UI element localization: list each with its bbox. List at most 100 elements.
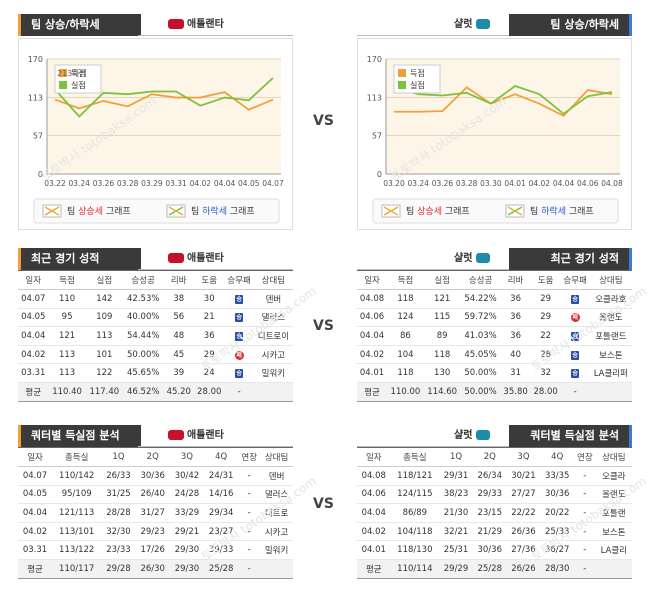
table-cell: 36 — [193, 326, 225, 346]
table-row: 04.04 121/113 28/28 31/27 33/29 29/34- 디트로 — [18, 503, 293, 523]
table-cell: 평균 — [357, 559, 391, 579]
column-header: 1Q — [101, 447, 136, 467]
table-cell: 29/29 — [439, 559, 473, 579]
column-header: 1Q — [439, 447, 473, 467]
average-row: 평균 110/114 29/29 25/28 26/26 28/30- — [357, 559, 632, 579]
table-cell: 117.40 — [85, 382, 123, 402]
table-cell: - — [238, 559, 261, 579]
table-cell: 덴버 — [260, 466, 293, 486]
table-cell: 04.04 — [18, 326, 49, 346]
table-cell: 26/40 — [135, 485, 170, 505]
table-row: 04.04 86/89 21/30 23/15 22/22 20/22- 포틀랜 — [357, 503, 632, 523]
table-cell: 포틀랜 — [595, 503, 632, 523]
column-header: 2Q — [135, 447, 170, 467]
table-cell: LA클리 — [595, 540, 632, 560]
column-header: 3Q — [506, 447, 541, 467]
table-cell: 45.20 — [163, 382, 194, 402]
win-badge-icon: 승 — [235, 313, 244, 323]
table-cell: 31 — [500, 363, 531, 383]
table-cell: 04.02 — [357, 522, 391, 542]
table-cell: 21 — [193, 308, 225, 328]
table-cell: 118 — [423, 345, 461, 365]
section-title: 팀 상승/하락세 — [509, 14, 629, 36]
table-cell: 29/30 — [169, 559, 205, 579]
table-cell: 승 — [224, 289, 254, 309]
table-cell: 95/109 — [52, 485, 102, 505]
column-header: 연장 — [238, 447, 261, 467]
table-cell: 40 — [500, 345, 531, 365]
table-cell: 113 — [48, 363, 86, 383]
table-cell: 109 — [85, 308, 123, 328]
table-cell: 04.02 — [357, 345, 388, 365]
legend-icon-line — [383, 206, 399, 216]
table-cell: 04.04 — [18, 503, 53, 523]
y-tick-label: 113 — [367, 94, 382, 103]
table-cell: 승 — [560, 345, 590, 365]
column-header: 2Q — [472, 447, 507, 467]
fall-legend: 팀 하락세 그래프 — [505, 204, 594, 218]
table-cell: 04.08 — [357, 466, 391, 486]
loss-badge-icon: 패 — [234, 350, 244, 360]
fall-legend: 팀 하락세 그래프 — [166, 204, 255, 218]
table-cell — [260, 559, 293, 579]
column-header: 승무패 — [224, 270, 254, 290]
table-row: 04.05 95/109 31/25 26/40 24/28 14/16- 댈러스 — [18, 485, 293, 505]
table-cell: 04.04 — [357, 503, 391, 523]
table-cell: 22/22 — [506, 503, 541, 523]
away-trend-header: 샬럿 팀 상승/하락세 — [357, 14, 632, 36]
column-header: 득점 — [387, 270, 424, 290]
table-cell: 124/115 — [390, 485, 440, 505]
table-cell: 29/23 — [135, 522, 170, 542]
table-cell: 110/117 — [52, 559, 102, 579]
table-cell: 24 — [193, 363, 225, 383]
table-cell: 124 — [387, 308, 424, 328]
table-cell: 디트로이 — [253, 326, 293, 346]
y-tick-label: 57 — [372, 131, 382, 140]
table-cell: 29/33 — [472, 485, 507, 505]
legend-swatch — [59, 81, 67, 89]
y-tick-label: 170 — [28, 55, 43, 64]
column-header: 도움 — [530, 270, 561, 290]
y-tick-label: 57 — [33, 131, 43, 140]
table-cell: 21/30 — [439, 503, 473, 523]
table-cell: 평균 — [18, 559, 53, 579]
accent-bar — [629, 14, 632, 36]
table-cell: 밀워키 — [253, 363, 293, 383]
table-cell: 23/33 — [101, 540, 136, 560]
table-cell: 22 — [530, 326, 561, 346]
column-header: 도움 — [193, 270, 225, 290]
table-cell: 승 — [224, 363, 254, 383]
x-tick-label: 03.31 — [165, 179, 187, 188]
rise-legend: 팀 상승세 그래프 — [381, 204, 470, 218]
column-header: 실점 — [85, 270, 123, 290]
home-quarter-table: 일자 총득실 1Q 2Q 3Q 4Q 연장 상대팀 04.07 110/142 26/33 30/36… — [18, 447, 293, 579]
legend-icon-line — [168, 206, 184, 216]
table-cell: 113 — [85, 326, 123, 346]
table-cell: 승 — [224, 308, 254, 328]
table-cell: 130 — [423, 363, 461, 383]
table-cell: 04.06 — [357, 308, 388, 328]
table-cell: 33/29 — [169, 503, 205, 523]
table-cell: 54.44% — [122, 326, 164, 346]
average-row: 평균 110.00 114.60 50.00% 35.80 28.00- — [357, 382, 632, 402]
table-row: 04.06 124 115 59.72% 36 29 패 올랜도 — [357, 308, 632, 328]
away-team-label: 샬럿 — [454, 14, 493, 36]
table-cell: 29/28 — [101, 559, 136, 579]
table-row: 04.08 118/121 29/31 26/34 30/21 33/35- 오클라 — [357, 466, 632, 486]
home-team-label: 애틀랜타 — [168, 14, 224, 36]
table-cell: 28 — [530, 345, 561, 365]
away-recent-header: 샬럿 최근 경기 성적 — [357, 248, 632, 270]
home-trend-chart: 0 57 113 170 03.22 03.24 03.26 03.28 03.29 03.31 0… — [18, 38, 293, 230]
home-recent-table: 일자 득점 실점 승성공 리바 도움 승무패 상대팀 04.07 110 142 42.53% 38 30… — [18, 270, 293, 402]
table-row: 04.08 118 121 54.22% 36 29 승 오클라호 — [357, 289, 632, 309]
table-cell: 42.53% — [122, 289, 164, 309]
table-cell: - — [238, 485, 261, 505]
win-badge-icon: 승 — [235, 331, 244, 341]
table-cell: 32 — [530, 363, 561, 383]
x-tick-label: 04.05 — [238, 179, 260, 188]
table-cell: 28.00 — [193, 382, 225, 402]
table-row: 04.01 118 130 50.00% 31 32 승 LA클리퍼 — [357, 363, 632, 383]
win-badge-icon: 승 — [235, 294, 244, 304]
column-header: 상대팀 — [595, 447, 632, 467]
